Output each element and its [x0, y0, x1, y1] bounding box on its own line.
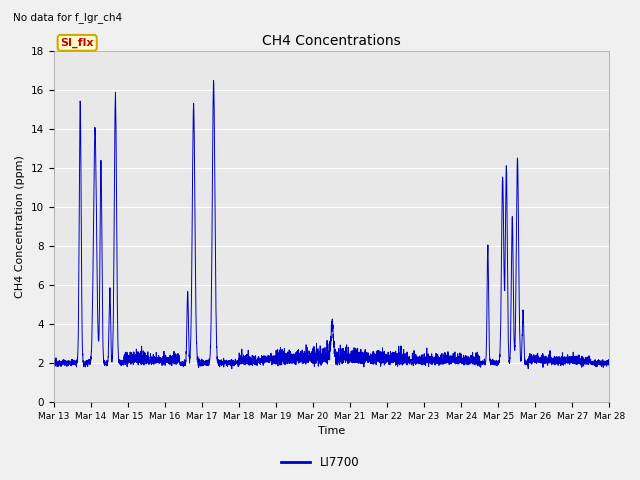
Legend: LI7700: LI7700	[276, 452, 364, 474]
Title: CH4 Concentrations: CH4 Concentrations	[262, 34, 401, 48]
Y-axis label: CH4 Concentration (ppm): CH4 Concentration (ppm)	[15, 155, 25, 298]
Text: SI_flx: SI_flx	[60, 38, 94, 48]
Text: No data for f_lgr_ch4: No data for f_lgr_ch4	[13, 12, 122, 23]
X-axis label: Time: Time	[318, 426, 345, 436]
